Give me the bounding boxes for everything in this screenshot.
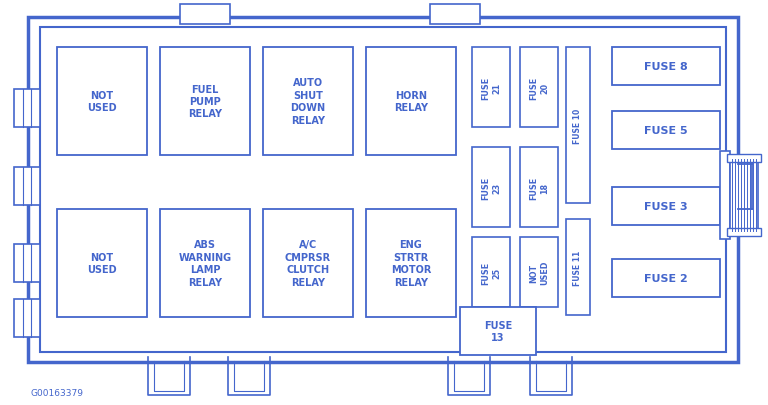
Bar — [472, 237, 510, 307]
Text: NOT
USED: NOT USED — [529, 260, 549, 284]
Bar — [14, 299, 40, 337]
Bar — [14, 90, 40, 128]
Text: ABS
WARNING
LAMP
RELAY: ABS WARNING LAMP RELAY — [178, 240, 232, 287]
Bar — [720, 151, 730, 239]
Bar — [612, 48, 720, 86]
Text: A/C
CMPRSR
CLUTCH
RELAY: A/C CMPRSR CLUTCH RELAY — [285, 240, 331, 287]
Text: AUTO
SHUT
DOWN
RELAY: AUTO SHUT DOWN RELAY — [290, 78, 326, 125]
Bar — [727, 155, 761, 162]
Bar — [612, 112, 720, 149]
Bar — [472, 148, 510, 228]
Text: FUEL
PUMP
RELAY: FUEL PUMP RELAY — [188, 84, 222, 119]
Text: FUSE 11: FUSE 11 — [574, 250, 582, 285]
Text: FUSE
18: FUSE 18 — [529, 176, 549, 199]
Bar — [263, 48, 353, 156]
Bar — [612, 188, 720, 226]
Bar — [612, 259, 720, 297]
Bar — [730, 160, 758, 231]
Bar — [263, 209, 353, 317]
Bar — [28, 18, 738, 362]
Bar — [160, 209, 250, 317]
Bar — [40, 28, 726, 352]
Bar — [14, 168, 40, 205]
Text: FUSE 8: FUSE 8 — [644, 62, 688, 72]
Text: FUSE 10: FUSE 10 — [574, 108, 582, 143]
Text: ENG
STRTR
MOTOR
RELAY: ENG STRTR MOTOR RELAY — [391, 240, 431, 287]
Text: FUSE
25: FUSE 25 — [481, 261, 501, 284]
Bar — [180, 5, 230, 25]
Bar — [14, 244, 40, 282]
Text: FUSE
23: FUSE 23 — [481, 176, 501, 199]
Text: FUSE 5: FUSE 5 — [644, 126, 688, 136]
Bar — [472, 48, 510, 128]
Text: FUSE 2: FUSE 2 — [644, 273, 688, 283]
Text: HORN
RELAY: HORN RELAY — [394, 91, 428, 113]
Bar — [430, 5, 480, 25]
Bar — [520, 48, 558, 128]
Bar — [57, 209, 147, 317]
Bar — [160, 48, 250, 156]
Text: NOT
USED: NOT USED — [88, 252, 117, 275]
Bar — [520, 148, 558, 228]
Bar — [366, 209, 456, 317]
Text: G00163379: G00163379 — [30, 388, 83, 397]
Bar — [520, 237, 558, 307]
Bar — [366, 48, 456, 156]
Bar — [460, 307, 536, 355]
Text: FUSE 3: FUSE 3 — [644, 202, 688, 211]
Text: FUSE
21: FUSE 21 — [481, 76, 501, 99]
Bar — [727, 228, 761, 237]
Text: FUSE
13: FUSE 13 — [484, 320, 512, 342]
Bar — [566, 220, 590, 315]
Text: NOT
USED: NOT USED — [88, 91, 117, 113]
Text: FUSE
20: FUSE 20 — [529, 76, 549, 99]
Bar — [57, 48, 147, 156]
Bar — [566, 48, 590, 203]
